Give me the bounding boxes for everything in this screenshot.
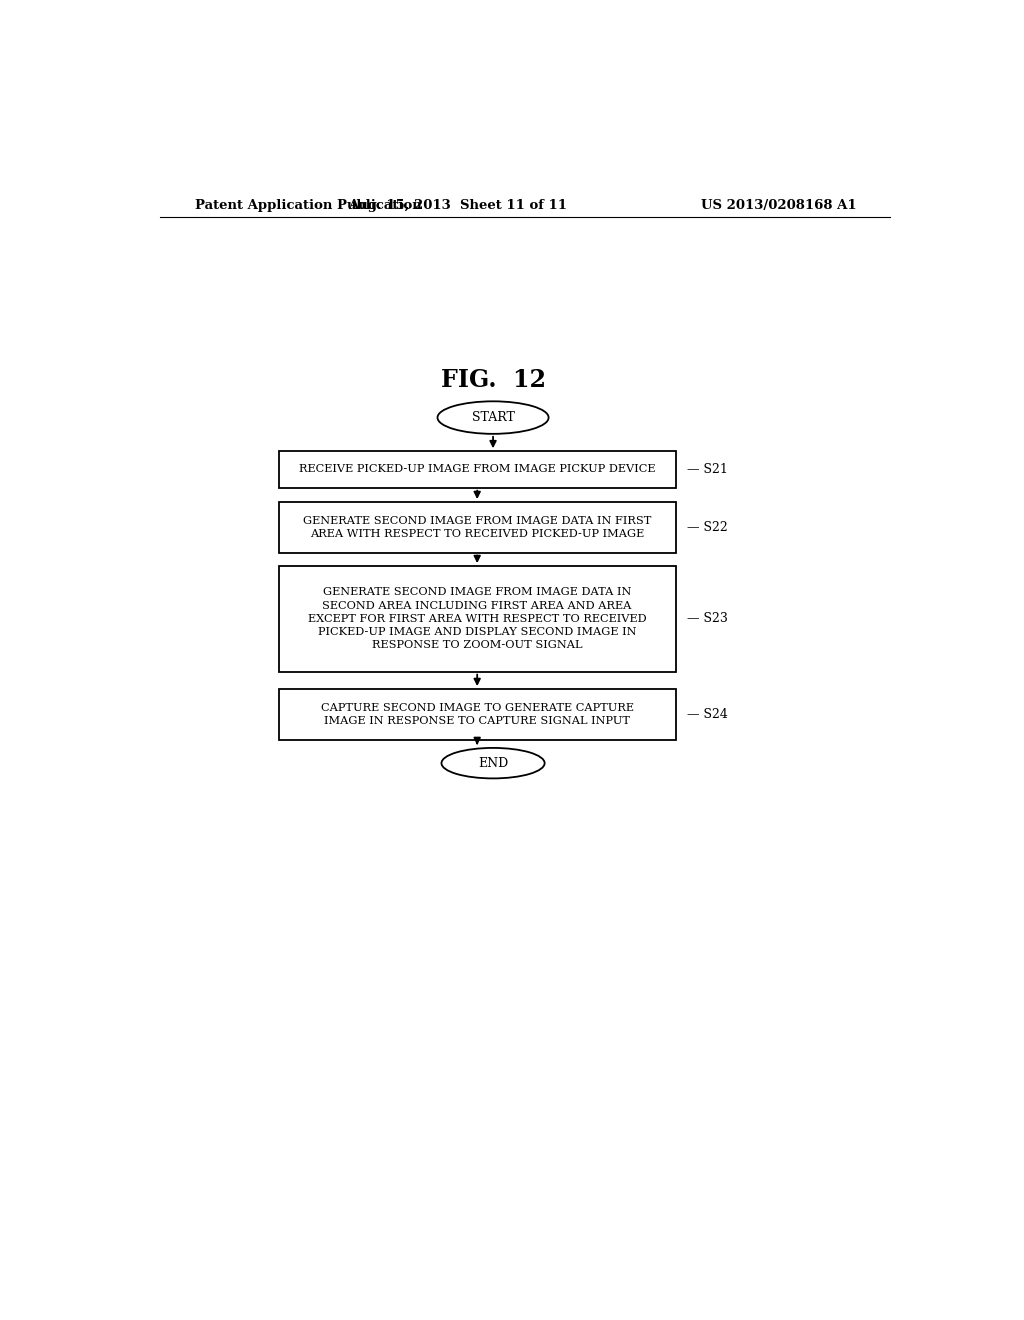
FancyBboxPatch shape bbox=[279, 451, 676, 487]
Text: GENERATE SECOND IMAGE FROM IMAGE DATA IN
SECOND AREA INCLUDING FIRST AREA AND AR: GENERATE SECOND IMAGE FROM IMAGE DATA IN… bbox=[308, 587, 646, 651]
Text: FIG.  12: FIG. 12 bbox=[440, 368, 546, 392]
Text: — S24: — S24 bbox=[687, 708, 728, 721]
Text: Aug. 15, 2013  Sheet 11 of 11: Aug. 15, 2013 Sheet 11 of 11 bbox=[348, 198, 567, 211]
FancyBboxPatch shape bbox=[279, 689, 676, 739]
Ellipse shape bbox=[441, 748, 545, 779]
Text: GENERATE SECOND IMAGE FROM IMAGE DATA IN FIRST
AREA WITH RESPECT TO RECEIVED PIC: GENERATE SECOND IMAGE FROM IMAGE DATA IN… bbox=[303, 516, 651, 539]
Text: US 2013/0208168 A1: US 2013/0208168 A1 bbox=[701, 198, 856, 211]
FancyBboxPatch shape bbox=[279, 502, 676, 553]
Ellipse shape bbox=[437, 401, 549, 434]
Text: — S22: — S22 bbox=[687, 521, 728, 533]
Text: RECEIVE PICKED-UP IMAGE FROM IMAGE PICKUP DEVICE: RECEIVE PICKED-UP IMAGE FROM IMAGE PICKU… bbox=[299, 465, 655, 474]
Text: — S23: — S23 bbox=[687, 612, 728, 626]
Text: END: END bbox=[478, 756, 508, 770]
Text: START: START bbox=[472, 411, 514, 424]
Text: CAPTURE SECOND IMAGE TO GENERATE CAPTURE
IMAGE IN RESPONSE TO CAPTURE SIGNAL INP: CAPTURE SECOND IMAGE TO GENERATE CAPTURE… bbox=[321, 702, 634, 726]
Text: Patent Application Publication: Patent Application Publication bbox=[196, 198, 422, 211]
FancyBboxPatch shape bbox=[279, 566, 676, 672]
Text: — S21: — S21 bbox=[687, 463, 728, 477]
